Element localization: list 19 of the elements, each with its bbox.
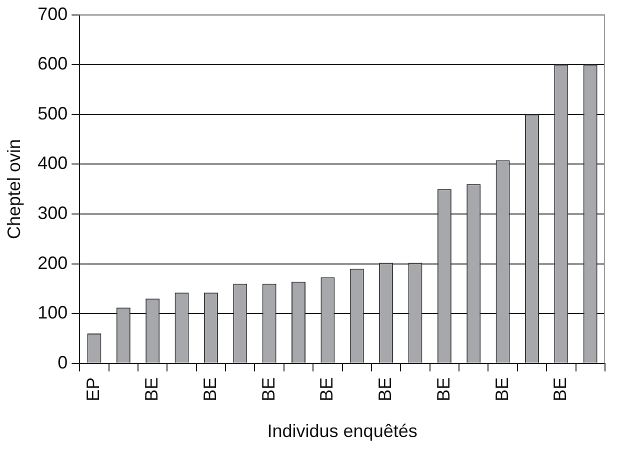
- x-tick-label: BE: [142, 377, 162, 402]
- y-axis-title: Cheptel ovin: [4, 139, 24, 240]
- y-tick-label: 500: [38, 103, 68, 124]
- x-axis-title: Individus enquêtés: [267, 421, 418, 442]
- x-tick-label: EP: [83, 377, 104, 402]
- y-tick-label: 300: [38, 202, 68, 223]
- y-tick-label: 0: [58, 352, 68, 372]
- y-tick-label: 200: [38, 252, 68, 273]
- x-tick-label: BE: [316, 377, 337, 402]
- y-tick-label: 600: [38, 54, 68, 74]
- x-tick-label: BE: [492, 377, 512, 402]
- y-tick-label: 100: [38, 302, 68, 323]
- y-tick-label: 400: [38, 153, 68, 174]
- y-tick-label: 700: [38, 4, 68, 24]
- x-tick-label: BE: [433, 377, 454, 402]
- x-tick-label: BE: [200, 377, 220, 402]
- x-tick-label: BE: [375, 377, 396, 402]
- x-tick-label: BE: [550, 377, 570, 402]
- x-tick-label: BE: [258, 377, 278, 402]
